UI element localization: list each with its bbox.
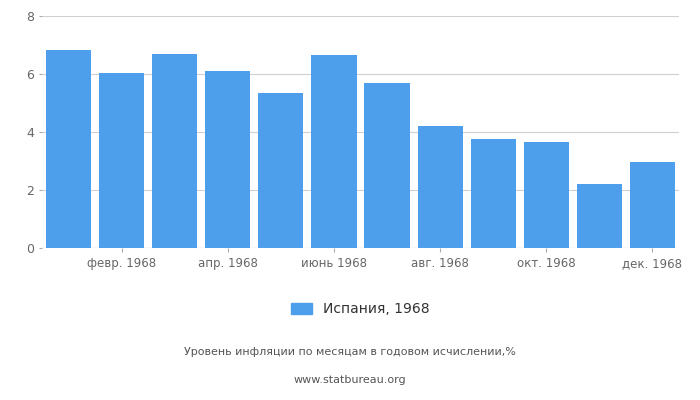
Bar bbox=[418, 126, 463, 248]
Bar bbox=[630, 162, 675, 248]
Bar bbox=[577, 184, 622, 248]
Bar bbox=[524, 142, 569, 248]
Bar bbox=[312, 56, 356, 248]
Bar bbox=[99, 74, 144, 248]
Text: www.statbureau.org: www.statbureau.org bbox=[294, 375, 406, 385]
Bar bbox=[470, 139, 516, 248]
Bar bbox=[258, 93, 303, 248]
Text: Уровень инфляции по месяцам в годовом исчислении,%: Уровень инфляции по месяцам в годовом ис… bbox=[184, 347, 516, 357]
Legend: Испания, 1968: Испания, 1968 bbox=[286, 297, 435, 322]
Bar bbox=[365, 83, 409, 248]
Bar bbox=[152, 54, 197, 248]
Bar bbox=[46, 50, 91, 248]
Bar bbox=[205, 70, 251, 248]
